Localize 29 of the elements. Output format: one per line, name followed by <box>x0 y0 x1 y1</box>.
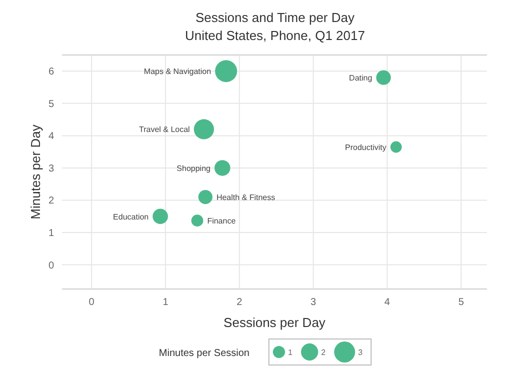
annotation: Travel & Local <box>139 125 190 134</box>
y-axis-title: Minutes per Day <box>28 124 43 220</box>
annotation: Finance <box>207 216 236 226</box>
y-tick-label: 0 <box>48 260 54 272</box>
y-tick-label: 4 <box>48 131 54 142</box>
chart-subtitle: United States, Phone, Q1 2017 <box>185 28 365 43</box>
annotation: Shopping <box>176 164 210 173</box>
annotation: Health & Fitness <box>216 193 276 202</box>
legend-label: 2 <box>321 348 326 357</box>
legend-label: 1 <box>288 348 294 357</box>
legend-title: Minutes per Session <box>158 348 250 359</box>
x-tick-label: 2 <box>236 297 243 308</box>
x-tick-label: 1 <box>162 297 169 308</box>
chart-title: Sessions and Time per Day <box>196 10 355 25</box>
legend-label: 3 <box>358 348 364 357</box>
x-axis-title: Sessions per Day <box>224 315 326 330</box>
annotation: Maps & Navigation <box>144 67 212 76</box>
x-tick-label: 0 <box>88 297 95 308</box>
y-tick-label: 6 <box>48 66 54 78</box>
y-tick-label: 5 <box>48 98 54 110</box>
annotation: Dating <box>349 74 372 83</box>
x-tick-label: 4 <box>384 297 390 308</box>
x-tick-label: 5 <box>458 297 464 308</box>
x-tick-label: 3 <box>310 297 317 308</box>
y-tick-label: 1 <box>48 228 54 240</box>
y-tick-label: 2 <box>48 196 54 207</box>
annotation: Education <box>113 212 149 222</box>
y-tick-label: 3 <box>48 163 54 174</box>
annotation: Productivity <box>345 142 386 152</box>
